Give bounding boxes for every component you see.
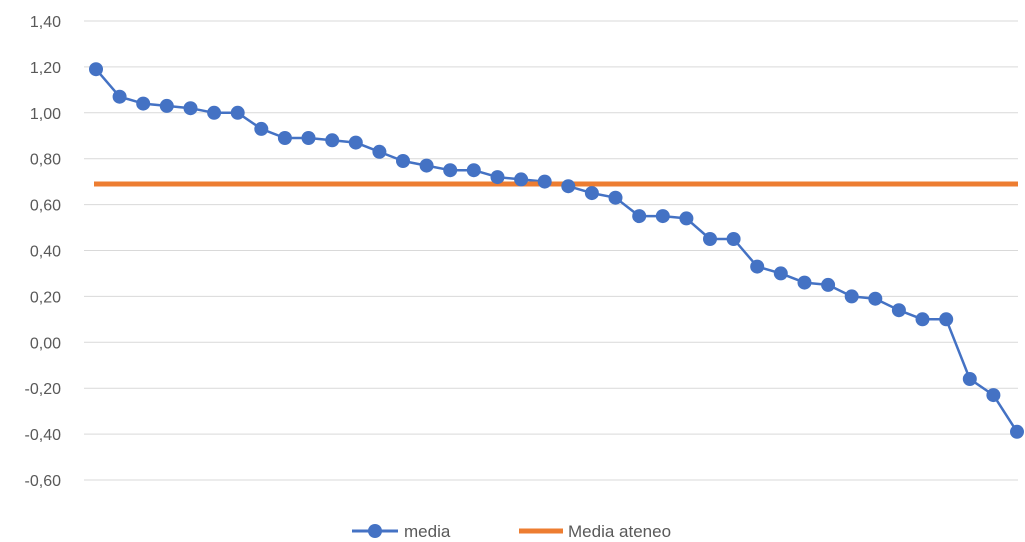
data-point-media <box>655 209 670 224</box>
data-point-media <box>230 105 245 120</box>
data-point-media <box>939 312 954 327</box>
data-point-media <box>844 289 859 304</box>
data-point-media <box>797 275 812 290</box>
y-tick-label: 0,20 <box>30 289 61 306</box>
gridlines <box>84 20 1018 481</box>
data-point-media <box>112 89 127 104</box>
y-tick-label: 0,60 <box>30 198 61 215</box>
legend-item-media: media <box>352 522 451 541</box>
y-tick-label: 1,20 <box>30 60 61 77</box>
data-point-media <box>396 154 410 168</box>
data-point-media <box>679 211 694 226</box>
y-tick-label: -0,40 <box>25 427 62 444</box>
data-point-media <box>301 131 316 145</box>
data-point-media <box>183 101 198 116</box>
data-point-media <box>726 232 741 246</box>
data-point-media <box>254 121 269 136</box>
data-point-media <box>514 172 529 187</box>
data-point-media <box>750 259 765 274</box>
data-point-media <box>348 135 363 150</box>
data-point-media <box>136 96 151 111</box>
y-tick-label: 1,00 <box>30 106 61 123</box>
series-markers <box>89 62 1024 439</box>
y-tick-label: -0,20 <box>25 381 62 398</box>
data-point-media <box>821 277 836 292</box>
data-point-media <box>490 170 505 185</box>
data-point-media <box>419 158 434 173</box>
series-lines <box>94 68 1019 433</box>
data-point-media <box>962 372 977 386</box>
y-tick-label: 0,40 <box>30 244 61 261</box>
data-point-media <box>89 62 103 77</box>
data-point-media <box>372 144 387 159</box>
data-point-media <box>915 312 930 327</box>
data-point-media <box>608 190 623 205</box>
legend-label-media: media <box>404 522 451 541</box>
legend-label-media-ateneo: Media ateneo <box>568 522 671 541</box>
legend-media-marker-icon <box>368 524 382 538</box>
data-point-media <box>632 209 647 224</box>
data-point-media <box>325 133 340 148</box>
data-point-media <box>159 98 174 113</box>
y-tick-label: -0,60 <box>25 473 62 490</box>
y-tick-label: 0,00 <box>30 335 61 352</box>
data-point-media <box>868 291 883 306</box>
data-point-media <box>466 163 481 178</box>
y-tick-label: 0,80 <box>30 152 61 169</box>
y-axis-tick-labels: 1,40 1,20 1,00 0,80 0,60 0,40 0,20 0,00 -0,20 -0,… <box>25 14 62 490</box>
data-point-media <box>584 186 599 201</box>
data-point-media <box>986 388 1001 403</box>
data-point-media <box>207 105 222 120</box>
data-point-media <box>443 163 458 178</box>
y-tick-label: 1,40 <box>30 14 61 31</box>
data-point-media <box>277 131 292 145</box>
data-point-media <box>773 266 788 281</box>
data-point-media <box>537 174 552 189</box>
data-point-media <box>891 303 906 318</box>
legend: media Media ateneo <box>352 522 671 541</box>
data-point-media <box>561 179 576 194</box>
legend-item-media-ateneo: Media ateneo <box>519 522 671 541</box>
data-point-media <box>1010 424 1024 439</box>
data-point-media <box>703 232 717 246</box>
